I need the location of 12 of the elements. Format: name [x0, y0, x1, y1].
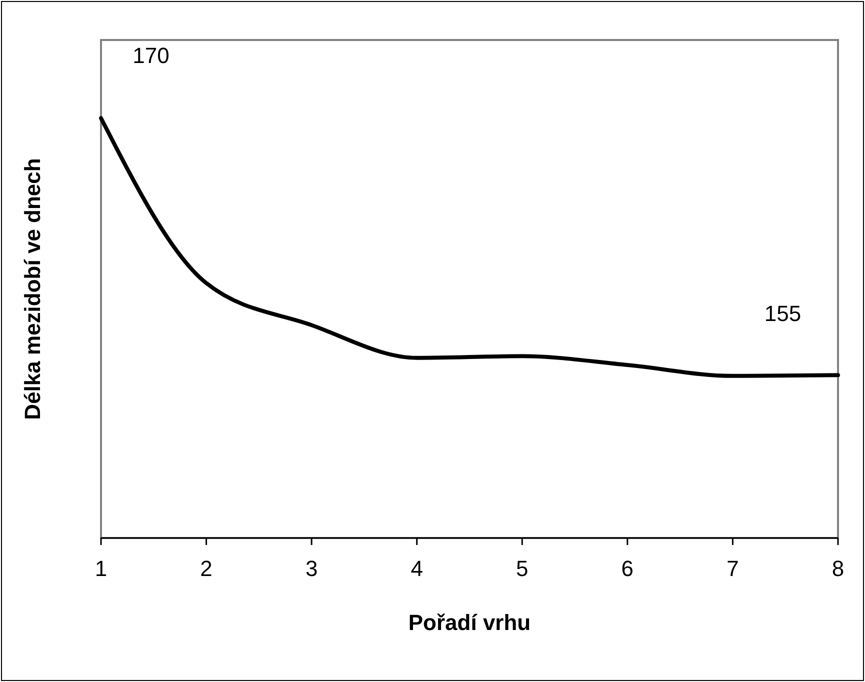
annotation: 170: [132, 43, 170, 68]
x-axis-title: Pořadí vrhu: [408, 610, 531, 635]
y-axis-title: Délka mezidobí ve dnech: [20, 158, 45, 420]
x-tick-label: 8: [832, 556, 844, 581]
x-tick-label: 4: [410, 556, 423, 581]
x-tick-label: 6: [621, 556, 634, 581]
x-tick-label: 1: [94, 556, 108, 581]
annotation: 155: [764, 300, 802, 326]
x-tick-label: 3: [305, 556, 318, 581]
x-tick-label: 2: [200, 556, 212, 581]
x-tick-label: 7: [726, 556, 739, 581]
x-tick-label: 5: [516, 556, 528, 581]
